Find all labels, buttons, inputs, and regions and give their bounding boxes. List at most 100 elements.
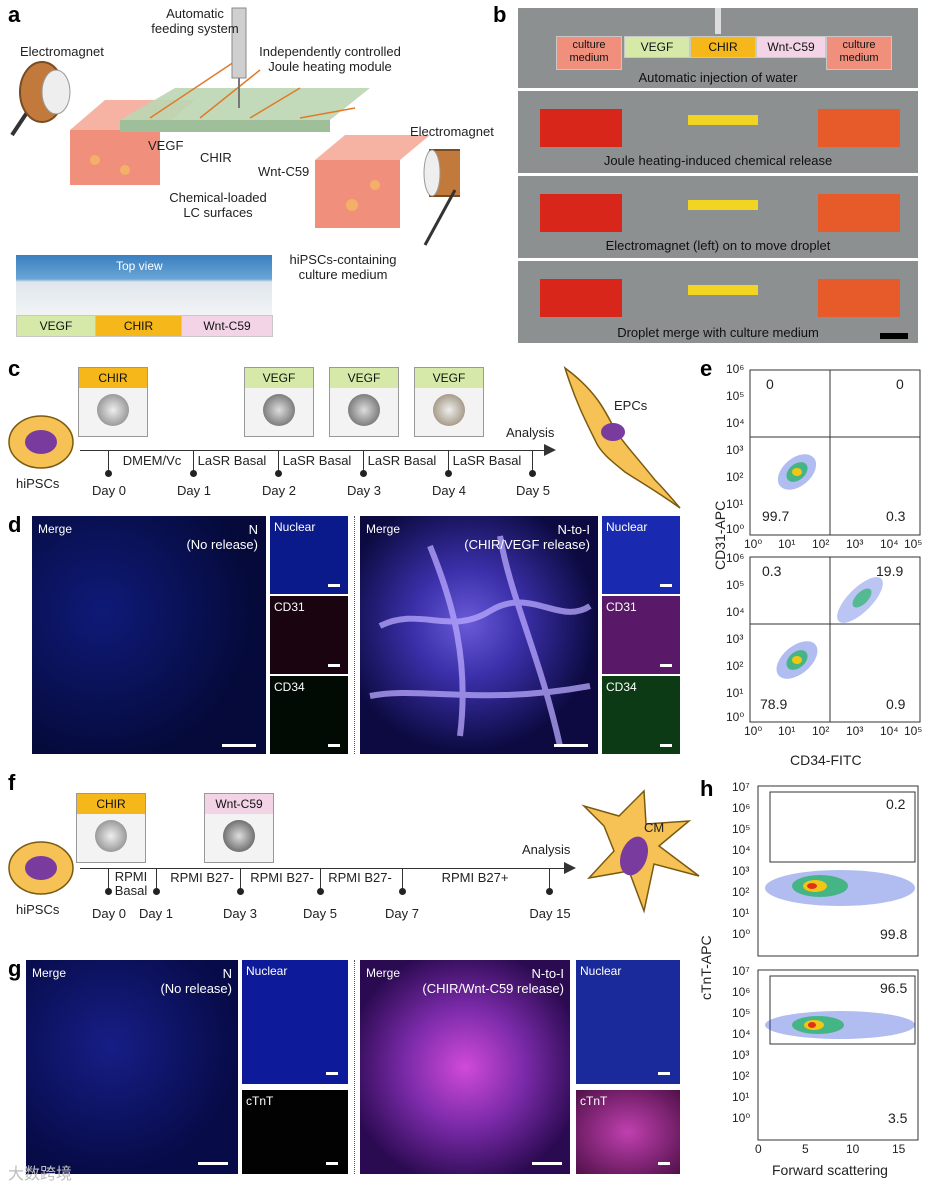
lc-surfaces-label: Chemical-loaded LC surfaces xyxy=(169,190,267,220)
day-c-5: Day 5 xyxy=(516,483,550,498)
g-title-n: N (No release) xyxy=(160,966,232,996)
d-merge-n-label: Merge xyxy=(38,522,73,536)
micro-d-nuclear-nti: Nuclear xyxy=(602,516,680,594)
b-caption-2: Joule heating-induced chemical release xyxy=(603,153,833,168)
hipsc-label-f: hiPSCs xyxy=(16,902,60,917)
thumb-f-2-label: Wnt-C59 xyxy=(205,794,273,814)
panel-label-g: g xyxy=(8,956,22,981)
day-dot xyxy=(105,470,112,477)
e-bot-q-lr: 0.9 xyxy=(886,696,906,712)
epc-label: EPCs xyxy=(614,398,648,413)
micro-d-cd34-nti: CD34 xyxy=(602,676,680,754)
b-caption-1: Automatic injection of water xyxy=(638,70,798,85)
e-ytick-top-5: 10⁵ xyxy=(726,389,745,403)
device-illustration xyxy=(10,7,460,246)
g-title-nti: N-to-I (CHIR/Wnt-C59 release) xyxy=(422,966,564,996)
media-f-2: RPMI B27- xyxy=(170,870,234,885)
strip-vegf: VEGF xyxy=(16,315,96,337)
thumb-c-3: VEGF xyxy=(329,367,399,437)
g-ctnt-n-label: cTnT xyxy=(246,1094,274,1108)
h-ytick-top-3: 10³ xyxy=(732,864,750,878)
e-ytick-bot-6: 10⁶ xyxy=(726,551,745,565)
micro-g-nuclear-nti: Nuclear xyxy=(576,960,680,1084)
e-xlabel: CD34-FITC xyxy=(790,752,862,768)
hipsc-medium-label: hiPSCs-containing culture medium xyxy=(289,252,397,282)
timeline-c xyxy=(80,450,548,451)
divider-d xyxy=(354,516,356,754)
e-ytick-bot-0: 10⁰ xyxy=(726,710,745,724)
panel-label-c: c xyxy=(8,356,21,381)
h-ytick-top-1: 10¹ xyxy=(732,906,750,920)
h-top-rest-value: 99.8 xyxy=(880,926,908,942)
thumb-c-4: VEGF xyxy=(414,367,484,437)
day-c-2: Day 2 xyxy=(262,483,296,498)
strip-wnt: Wnt-C59 xyxy=(181,315,273,337)
timeline-arrow-f-icon xyxy=(564,862,576,874)
h-ytick-bot-2: 10² xyxy=(732,1069,750,1083)
d-cd31-nti-label: CD31 xyxy=(606,600,637,614)
analysis-f: Analysis xyxy=(522,842,571,857)
e-xtick-top-4: 10⁴ xyxy=(880,537,899,551)
g-merge-n-label: Merge xyxy=(32,966,67,980)
flow-plot-e xyxy=(749,369,921,723)
d-cd34-nti-label: CD34 xyxy=(606,680,637,694)
electromagnet-right-icon xyxy=(423,149,460,246)
micro-g-ctnt-n: cTnT xyxy=(242,1090,348,1174)
day-dot xyxy=(399,888,406,895)
photo-b3: Electromagnet (left) on to move droplet xyxy=(518,176,918,258)
flow-plot-h-top xyxy=(757,785,919,957)
d-cd31-n-label: CD31 xyxy=(274,600,305,614)
e-top-q-ll: 99.7 xyxy=(762,508,790,524)
panel-label-b: b xyxy=(493,2,507,27)
timeline-arrow-icon xyxy=(544,444,556,456)
micro-d-cd31-nti: CD31 xyxy=(602,596,680,674)
media-c-5: LaSR Basal xyxy=(452,453,522,468)
e-ytick-top-4: 10⁴ xyxy=(726,416,745,430)
day-dot xyxy=(360,470,367,477)
day-dot xyxy=(546,888,553,895)
thumb-c-2-label: VEGF xyxy=(245,368,313,388)
d-cd34-n-label: CD34 xyxy=(274,680,305,694)
day-dot xyxy=(237,888,244,895)
b-label-wnt: Wnt-C59 xyxy=(756,36,826,58)
e-bot-q-ll: 78.9 xyxy=(760,696,788,712)
day-dot xyxy=(275,470,282,477)
e-top-q-ur: 0 xyxy=(896,376,904,392)
thumb-c-3-label: VEGF xyxy=(330,368,398,388)
g-merge-nti-label: Merge xyxy=(366,966,401,980)
analysis-c: Analysis xyxy=(506,425,555,440)
h-top-gate-value: 0.2 xyxy=(886,796,906,812)
h-xtick-15: 15 xyxy=(892,1142,906,1156)
h-ytick-bot-4: 10⁴ xyxy=(732,1027,751,1041)
divider-g xyxy=(354,960,356,1174)
h-ytick-bot-3: 10³ xyxy=(732,1048,750,1062)
media-c-2: LaSR Basal xyxy=(197,453,267,468)
panel-label-a: a xyxy=(8,2,21,27)
e-xtick-bot-4: 10⁴ xyxy=(880,724,899,738)
h-ytick-bot-0: 10⁰ xyxy=(732,1111,751,1125)
chir-label: CHIR xyxy=(200,150,232,165)
d-title-nti: N-to-I (CHIR/VEGF release) xyxy=(464,522,590,552)
h-ytick-bot-1: 10¹ xyxy=(732,1090,750,1104)
h-ytick-bot-5: 10⁵ xyxy=(732,1006,751,1020)
cm-cell-icon xyxy=(581,789,700,914)
b-label-medium-right: culture medium xyxy=(826,36,892,70)
day-f-3: Day 3 xyxy=(223,906,257,921)
panel-label-f: f xyxy=(8,770,16,795)
e-xtick-bot-0: 10⁰ xyxy=(744,724,763,738)
thumb-c-2: VEGF xyxy=(244,367,314,437)
day-f-0: Day 0 xyxy=(92,906,126,921)
e-xtick-bot-2: 10² xyxy=(812,724,830,738)
micro-d-nuclear-n: Nuclear xyxy=(270,516,348,594)
day-c-0: Day 0 xyxy=(92,483,126,498)
micro-d-cd31-n: CD31 xyxy=(270,596,348,674)
flow-plot-e-top xyxy=(749,369,921,536)
e-ytick-top-0: 10⁰ xyxy=(726,522,745,536)
g-nuclear-nti-label: Nuclear xyxy=(580,964,622,978)
b-label-medium-left: culture medium xyxy=(556,36,622,70)
e-xtick-top-2: 10² xyxy=(812,537,830,551)
day-c-1: Day 1 xyxy=(177,483,211,498)
media-c-3: LaSR Basal xyxy=(282,453,352,468)
b-label-vegf: VEGF xyxy=(624,36,690,58)
e-xtick-top-0: 10⁰ xyxy=(744,537,763,551)
